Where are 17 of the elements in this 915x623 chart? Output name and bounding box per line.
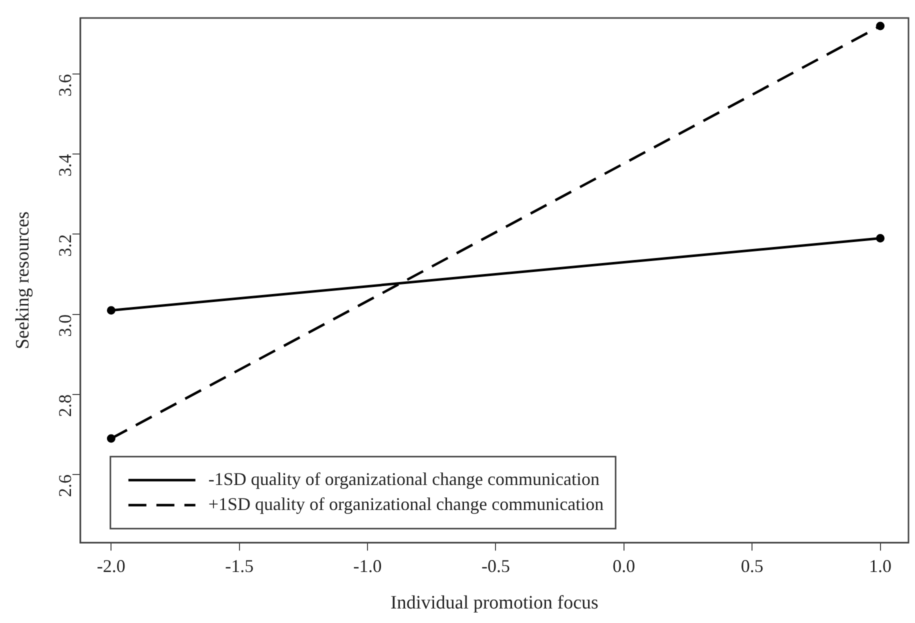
x-tick-label: 1.0 [869, 556, 892, 576]
y-tick-label: 3.0 [55, 314, 76, 337]
x-tick-label: 0.5 [740, 556, 764, 576]
x-tick-label: 0.0 [612, 556, 636, 576]
x-tick-label: -0.5 [481, 556, 510, 576]
y-tick-label: 3.4 [55, 154, 76, 177]
y-tick-label: 3.6 [55, 74, 76, 97]
x-tick-label: -2.0 [96, 556, 126, 576]
y-axis-title: Seeking resources [12, 211, 34, 350]
y-tick-label: 2.6 [55, 474, 76, 498]
x-tick-label: -1.0 [353, 556, 382, 576]
legend-label: -1SD quality of organizational change communication [208, 468, 600, 489]
x-axis-title: Individual promotion focus [390, 592, 598, 614]
legend-label: +1SD quality of organizational change communication [208, 494, 604, 514]
y-tick-label: 2.8 [55, 394, 76, 417]
x-tick-label: -1.5 [225, 556, 254, 576]
y-tick-label: 3.2 [55, 234, 76, 257]
